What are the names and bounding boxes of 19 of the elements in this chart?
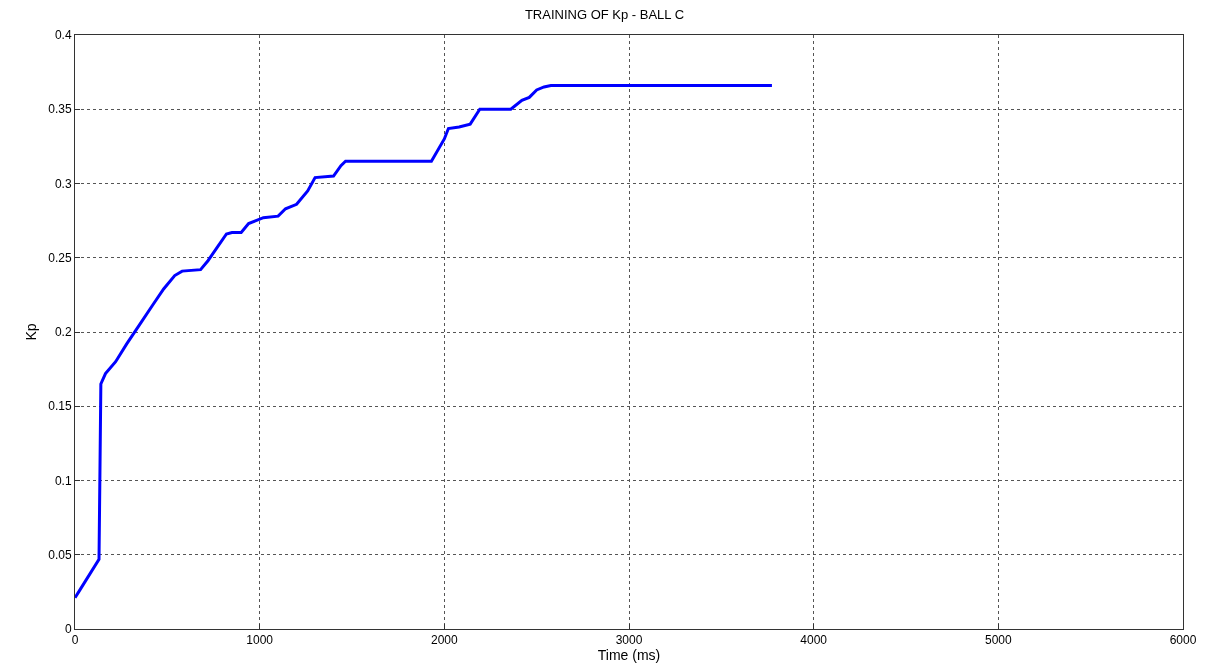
x-tick-label: 2000 — [430, 633, 458, 648]
y-tick-label: 0.2 — [54, 325, 72, 340]
y-axis-title: Kp — [22, 323, 39, 341]
x-tick-label: 6000 — [1169, 633, 1197, 648]
y-tick-label: 0.4 — [54, 28, 72, 43]
y-tick-label: 0.3 — [54, 176, 72, 191]
y-tick-label: 0.35 — [48, 102, 72, 117]
y-tick-label: 0.15 — [48, 399, 72, 414]
y-tick-label: 0 — [64, 622, 72, 637]
y-tick-label: 0.25 — [48, 250, 72, 265]
chart-title: TRAINING OF Kp - BALL C — [524, 7, 685, 23]
y-tick-label: 0.1 — [54, 473, 72, 488]
y-tick-label: 0.05 — [48, 547, 72, 562]
x-axis-title: Time (ms) — [597, 647, 661, 664]
x-tick-label: 4000 — [800, 633, 828, 648]
x-tick-label: 5000 — [984, 633, 1012, 648]
x-tick-label: 3000 — [615, 633, 643, 648]
line-series — [75, 83, 774, 600]
x-tick-label: 1000 — [246, 633, 274, 648]
